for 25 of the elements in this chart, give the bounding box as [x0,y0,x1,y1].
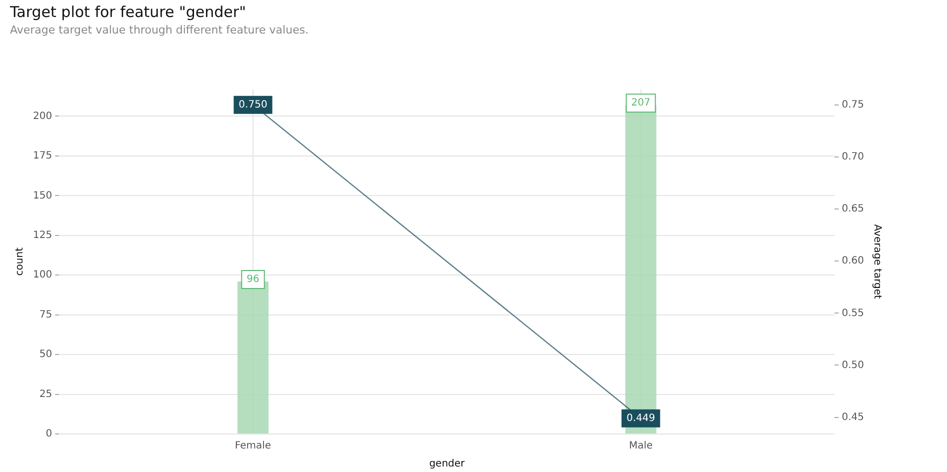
chart-subtitle: Average target value through different feature values. [10,23,309,36]
x-axis-title: gender [429,458,466,470]
y-axis-title: count [14,247,26,276]
y-tick-label: 125 [32,230,52,241]
y2-tick-label: 0.60 [842,256,864,267]
y-tick-label: 175 [32,150,52,162]
y-tick-label: 50 [39,349,52,360]
data-label: 207 [631,98,650,109]
data-label: 96 [246,274,260,286]
y2-tick-label: 0.70 [842,152,864,163]
y2-tick-label: 0.75 [842,99,864,110]
y2-tick-label: 0.55 [842,308,864,319]
x-tick-label: Female [234,440,272,452]
y-tick-label: 75 [39,309,52,320]
y-tick-label: 0 [46,428,52,440]
y2-axis-title: Average target [871,224,882,299]
y-tick-label: 25 [39,388,52,400]
y2-tick-label: 0.50 [842,360,864,371]
y-tick-label: 100 [32,270,52,281]
y2-tick-label: 0.65 [842,204,864,215]
y-tick-label: 150 [32,190,52,202]
chart-title: Target plot for feature "gender" [9,2,246,21]
y-tick-label: 200 [32,110,52,122]
y2-tick-label: 0.45 [842,412,864,423]
x-tick-label: Male [628,440,653,452]
